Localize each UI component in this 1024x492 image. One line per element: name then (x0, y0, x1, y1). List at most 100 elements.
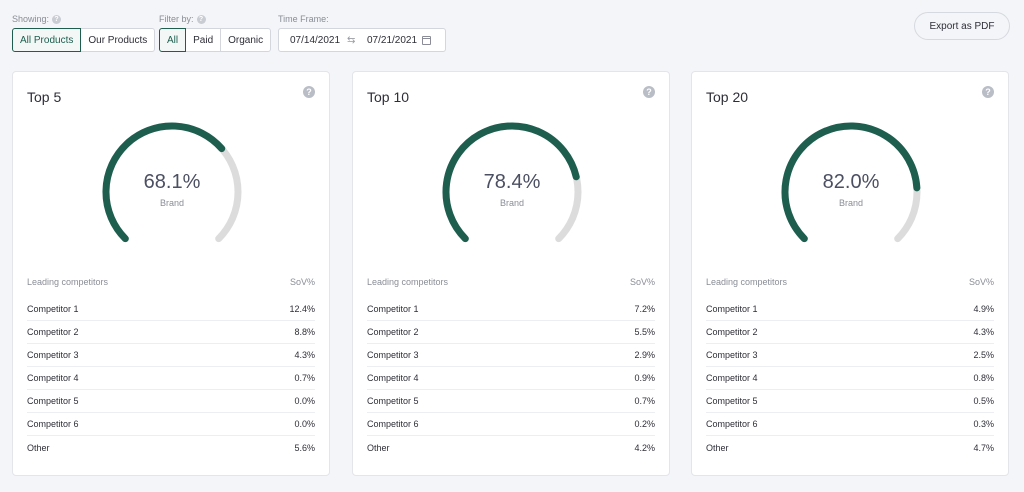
gauge-value: 78.4% (483, 171, 541, 193)
table-header: Leading competitors SoV% (27, 277, 315, 287)
competitor-name: Competitor 1 (367, 304, 419, 314)
table-row: Other 5.6% (27, 436, 315, 459)
sov-header: SoV% (629, 277, 655, 287)
card-title: Top 20 (706, 89, 749, 105)
help-icon[interactable]: ? (643, 86, 655, 98)
share-card: Top 20 ? 82.0% Brand Leading competitors… (691, 71, 1009, 476)
competitor-sov: 0.0% (294, 396, 315, 406)
competitor-table: Competitor 1 12.4% Competitor 2 8.8% Com… (27, 298, 315, 459)
help-icon[interactable]: ? (303, 86, 315, 98)
help-icon[interactable]: ? (52, 15, 62, 24)
competitor-name: Other (706, 442, 729, 453)
table-row: Other 4.7% (706, 436, 994, 459)
timeframe-group: Time Frame: (278, 14, 329, 25)
competitor-sov: 4.7% (973, 442, 994, 453)
competitor-name: Competitor 1 (706, 304, 758, 314)
competitor-sov: 0.5% (973, 396, 994, 406)
competitor-name: Competitor 2 (27, 327, 79, 337)
competitor-name: Competitor 6 (27, 419, 79, 429)
table-row: Competitor 2 5.5% (367, 321, 655, 344)
sov-header: SoV% (289, 277, 315, 287)
sov-header: SoV% (968, 277, 994, 287)
competitor-name: Competitor 3 (706, 350, 758, 360)
table-row: Competitor 6 0.3% (706, 413, 994, 436)
competitor-name: Other (367, 442, 390, 453)
share-card: Top 10 ? 78.4% Brand Leading competitors… (352, 71, 670, 476)
competitor-sov: 12.4% (289, 304, 315, 314)
competitor-name: Competitor 1 (27, 304, 79, 314)
brand-gauge (442, 122, 582, 243)
competitor-table: Competitor 1 7.2% Competitor 2 5.5% Comp… (367, 298, 655, 459)
gauge-label: Brand (838, 198, 864, 208)
competitor-name: Competitor 2 (706, 327, 758, 337)
competitor-name: Competitor 6 (706, 419, 758, 429)
help-icon[interactable]: ? (982, 86, 994, 98)
competitor-name: Competitor 3 (27, 350, 79, 360)
table-row: Competitor 1 12.4% (27, 298, 315, 321)
table-row: Competitor 6 0.2% (367, 413, 655, 436)
competitor-sov: 4.3% (973, 327, 994, 337)
gauge-value: 82.0% (822, 171, 880, 193)
gauge-label: Brand (499, 198, 525, 208)
competitor-sov: 2.5% (973, 350, 994, 360)
showing-label: Showing: (12, 14, 50, 24)
competitor-sov: 0.9% (634, 373, 655, 383)
competitor-name: Competitor 4 (27, 373, 79, 383)
filter-segmented-control: All Paid Organic (159, 28, 272, 52)
competitor-sov: 2.9% (634, 350, 655, 360)
toolbar: Showing: ? All Products Our Products Fil… (12, 12, 1012, 54)
filter-label-wrap: Filter by: ? (159, 14, 206, 25)
date-range-picker[interactable]: 07/14/2021 ⇆ 07/21/2021 (278, 28, 446, 52)
table-row: Competitor 5 0.7% (367, 390, 655, 413)
competitor-sov: 0.8% (973, 373, 994, 383)
table-row: Competitor 4 0.7% (27, 367, 315, 390)
gauge-value: 68.1% (143, 171, 201, 193)
timeframe-label: Time Frame: (278, 14, 329, 24)
table-row: Competitor 3 2.5% (706, 344, 994, 367)
help-icon[interactable]: ? (196, 15, 206, 24)
table-header: Leading competitors SoV% (367, 277, 655, 287)
gauge-label: Brand (159, 198, 185, 208)
gauge-fill (781, 122, 921, 243)
card-title: Top 5 (27, 89, 62, 105)
table-row: Other 4.2% (367, 436, 655, 459)
share-card: Top 5 ? 68.1% Brand Leading competitors … (12, 71, 330, 476)
competitor-sov: 0.0% (294, 419, 315, 429)
calendar-icon[interactable] (422, 36, 431, 45)
filter-all-button[interactable]: All (159, 28, 187, 52)
gauge-fill (442, 122, 580, 243)
swap-arrows-icon: ⇆ (347, 34, 356, 46)
competitor-name: Competitor 5 (367, 396, 419, 406)
brand-gauge (102, 122, 242, 243)
table-row: Competitor 5 0.5% (706, 390, 994, 413)
competitor-name: Competitor 3 (367, 350, 419, 360)
competitor-name: Competitor 2 (367, 327, 419, 337)
table-row: Competitor 3 4.3% (27, 344, 315, 367)
our-products-button[interactable]: Our Products (80, 28, 156, 52)
competitor-sov: 7.2% (634, 304, 655, 314)
filter-organic-button[interactable]: Organic (220, 28, 272, 52)
table-row: Competitor 2 8.8% (27, 321, 315, 344)
competitor-table: Competitor 1 4.9% Competitor 2 4.3% Comp… (706, 298, 994, 459)
filter-group: Filter by: ? (159, 14, 206, 25)
showing-group: Showing: ? (12, 14, 62, 25)
table-row: Competitor 4 0.9% (367, 367, 655, 390)
table-row: Competitor 1 7.2% (367, 298, 655, 321)
end-date[interactable]: 07/21/2021 (367, 34, 418, 46)
card-title: Top 10 (367, 89, 410, 105)
leading-competitors-header: Leading competitors (27, 277, 109, 287)
competitor-sov: 4.3% (294, 350, 315, 360)
table-row: Competitor 6 0.0% (27, 413, 315, 436)
table-row: Competitor 1 4.9% (706, 298, 994, 321)
table-header: Leading competitors SoV% (706, 277, 994, 287)
competitor-sov: 4.9% (973, 304, 994, 314)
start-date[interactable]: 07/14/2021 (290, 34, 341, 46)
all-products-button[interactable]: All Products (12, 28, 82, 52)
leading-competitors-header: Leading competitors (706, 277, 788, 287)
competitor-sov: 0.3% (973, 419, 994, 429)
table-row: Competitor 3 2.9% (367, 344, 655, 367)
filter-paid-button[interactable]: Paid (185, 28, 222, 52)
competitor-sov: 0.2% (634, 419, 655, 429)
export-pdf-button[interactable]: Export as PDF (914, 12, 1010, 40)
showing-segmented-control: All Products Our Products (12, 28, 156, 52)
